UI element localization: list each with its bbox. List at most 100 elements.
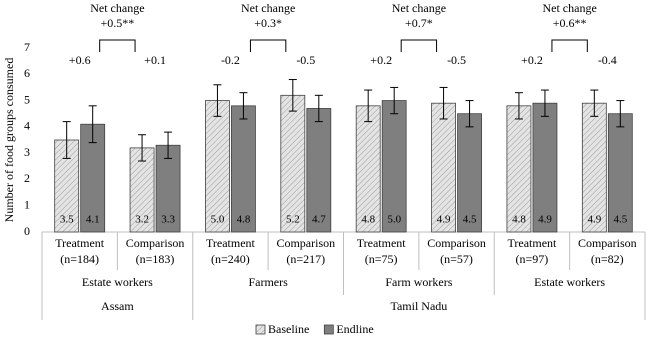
bar [381,100,407,233]
legend-label: Endline [336,322,373,336]
x-tick-label: (n=184) [60,252,99,266]
region-label: Tamil Nadu [390,299,447,313]
value-label: 4.1 [86,214,100,226]
x-tick-label: (n=217) [286,252,325,266]
error-bar [465,100,474,128]
error-bar [514,92,523,120]
value-label: 4.8 [237,214,251,226]
bar [80,123,106,233]
x-tick-label: Treatment [507,236,557,250]
group-label: Estate workers [534,275,605,289]
value-label: 4.9 [437,214,451,226]
group-label: Farm workers [385,275,452,289]
error-bar [540,89,549,117]
bar [306,108,332,233]
y-tick-label: 5 [24,92,30,106]
x-tick-label: Treatment [206,236,256,250]
bar [532,102,558,233]
net-change-title: Net change [90,1,144,15]
value-label: 4.8 [361,214,375,226]
value-label: 5.0 [387,214,401,226]
value-label: 3.5 [60,214,74,226]
bracket [99,39,136,52]
value-label: 4.9 [587,214,601,226]
change-label: +0.2 [521,53,543,67]
x-tick-label: (n=183) [136,252,175,266]
bar [129,147,155,233]
bracket [400,39,438,52]
y-axis-label: Number of food groups consumed [2,58,16,223]
change-label: +0.2 [370,53,392,67]
value-label: 4.5 [463,214,477,226]
net-change-title: Net change [241,1,295,15]
value-label: 4.9 [538,214,552,226]
change-label: -0.5 [296,53,315,67]
error-bar [590,89,599,117]
bar [431,102,456,233]
change-label: -0.5 [447,53,466,67]
error-bar [62,121,71,159]
error-bar [390,86,399,115]
change-label: -0.4 [598,53,617,67]
bracket [249,39,287,52]
error-bar [364,89,373,123]
y-tick-label: 0 [24,224,30,238]
error-bar [439,86,448,120]
error-bar [288,79,297,112]
bar [457,113,482,233]
error-bar [138,134,147,162]
value-label: 4.5 [613,214,627,226]
bar [355,105,381,233]
legend-label: Baseline [268,322,309,336]
net-change-label: +0.3* [254,16,282,30]
value-label: 5.0 [211,214,225,226]
bar [231,105,256,233]
region-label: Assam [101,299,134,313]
x-tick-label: (n=82) [591,252,624,266]
group-label: Farmers [248,275,288,289]
value-label: 4.7 [312,214,326,226]
y-tick-label: 7 [24,40,30,54]
bar [581,102,607,233]
legend-swatch [255,324,266,335]
error-bar [88,105,97,144]
error-bar [164,131,173,159]
bar [280,94,306,233]
x-tick-label: Comparison [126,236,185,250]
net-change-label: +0.6** [553,16,587,30]
x-tick-label: Comparison [578,236,637,250]
value-label: 3.2 [135,214,149,226]
change-label: -0.2 [221,53,240,67]
change-label: +0.1 [144,53,166,67]
x-tick-label: (n=75) [365,252,398,266]
bar [155,144,181,233]
bracket [551,39,588,52]
group-label: Estate workers [82,275,153,289]
y-tick-label: 6 [24,66,30,80]
value-label: 3.3 [161,214,175,226]
error-bar [213,84,222,117]
change-label: +0.6 [69,53,91,67]
net-change-title: Net change [392,1,446,15]
net-change-title: Net change [542,1,596,15]
legend-swatch [323,324,334,335]
x-tick-label: (n=97) [516,252,549,266]
error-bar [616,100,625,128]
bar [205,100,230,233]
x-tick-label: Treatment [55,236,105,250]
error-bar [314,94,323,123]
y-tick-label: 1 [24,197,30,211]
y-tick-label: 2 [24,171,30,185]
value-label: 4.8 [512,214,526,226]
error-bar [239,92,248,120]
x-tick-label: Comparison [276,236,335,250]
net-change-label: +0.5** [100,16,134,30]
x-tick-label: Comparison [427,236,486,250]
net-change-label: +0.7* [405,16,433,30]
y-tick-label: 4 [24,119,30,133]
x-tick-label: (n=57) [440,252,473,266]
x-tick-label: (n=240) [211,252,250,266]
y-tick-label: 3 [24,145,30,159]
x-tick-label: Treatment [357,236,407,250]
